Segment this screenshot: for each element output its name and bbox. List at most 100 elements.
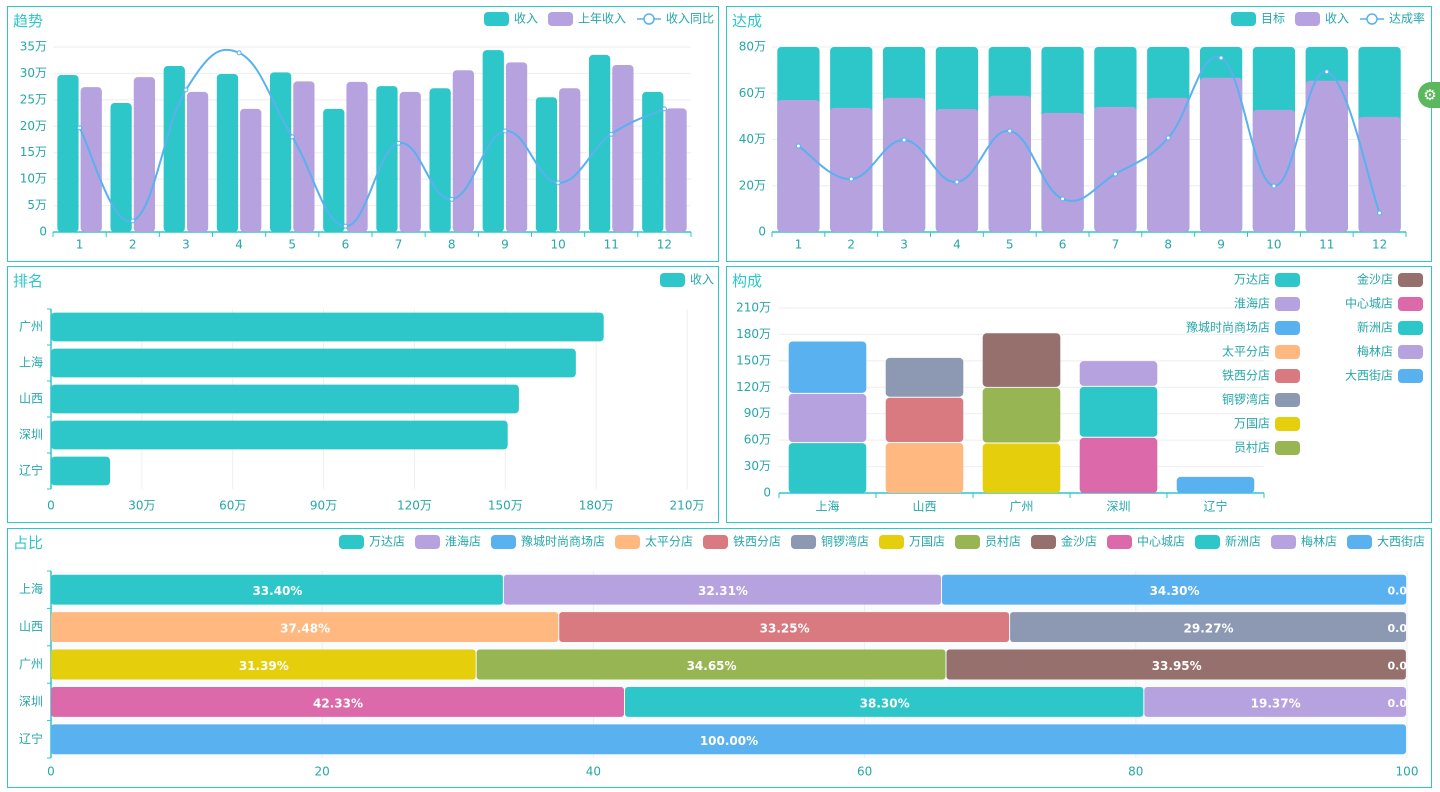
legend-swatch: [415, 535, 440, 549]
y-tick-label: 辽宁: [19, 731, 43, 746]
y-tick-label: 辽宁: [19, 463, 43, 478]
legend-swatch: [1231, 12, 1256, 26]
y-tick-label: 30万: [20, 66, 47, 80]
legend-label: 万达店: [369, 535, 405, 549]
x-tick-label: 11: [604, 238, 619, 252]
x-tick-label: 1: [795, 238, 803, 252]
legend-label: 豫城时尚商场店: [1186, 320, 1270, 335]
y-tick-label: 60万: [744, 433, 771, 447]
y-tick-label: 15万: [20, 145, 47, 159]
x-tick-label: 80: [1128, 765, 1143, 779]
bar-revenue: [482, 50, 504, 232]
legend-circle-icon: [643, 13, 655, 25]
stacked-bar-segment: [885, 397, 964, 442]
y-tick-label: 10万: [20, 172, 47, 186]
data-label: 42.33%: [313, 696, 363, 710]
line-point: [901, 137, 907, 143]
stacked-bar-segment: [51, 574, 503, 605]
x-tick-label: 深圳: [1106, 500, 1130, 514]
bar-last-year-revenue: [665, 108, 687, 232]
legend-swatch: [484, 12, 509, 26]
stacked-bar-segment: [946, 649, 1406, 680]
legend-label: 收入: [514, 12, 538, 26]
panel-title-trend: 趋势: [13, 12, 44, 30]
y-tick-label: 210万: [736, 301, 771, 315]
x-tick-label: 60: [857, 765, 872, 779]
data-label: 33.40%: [252, 584, 302, 598]
line-point: [236, 50, 242, 56]
legend-swatch: [1031, 535, 1056, 549]
bar-revenue: [163, 66, 185, 233]
bar-revenue: [269, 72, 292, 232]
line-point: [1112, 171, 1118, 177]
stacked-bar-segment: [1176, 476, 1255, 493]
legend-swatch: [1398, 345, 1423, 359]
stacked-bar-segment: [1079, 386, 1158, 437]
legend-label: 目标: [1261, 12, 1285, 26]
data-label: 38.30%: [860, 696, 910, 710]
x-tick-label: 3: [900, 238, 908, 252]
x-tick-label: 8: [1164, 238, 1172, 252]
data-label: 0.0: [1388, 660, 1408, 673]
data-label: 0.0: [1388, 697, 1408, 710]
stacked-bar-segment: [788, 443, 867, 493]
legend-label: 新洲店: [1225, 534, 1261, 549]
legend-swatch: [1398, 369, 1423, 383]
line-point: [342, 223, 348, 229]
settings-button[interactable]: ⚙: [1418, 82, 1440, 108]
legend-label: 收入同比: [666, 12, 714, 26]
data-label: 32.31%: [698, 584, 748, 598]
bar-last-year-revenue: [346, 81, 368, 232]
y-tick-label: 广州: [19, 657, 43, 671]
legend-label: 淮海店: [1234, 296, 1270, 311]
bar-last-year-revenue: [505, 62, 528, 233]
panel-title-achieve: 达成: [732, 12, 763, 30]
line-point: [848, 176, 854, 182]
legend-label: 太平分店: [1222, 344, 1270, 359]
stacked-bar-segment: [1010, 612, 1406, 643]
y-tick-label: 40万: [739, 132, 766, 146]
legend-label: 万达店: [1234, 273, 1270, 287]
line-point: [608, 131, 614, 137]
bar-revenue: [216, 73, 239, 232]
data-label: 37.48%: [280, 622, 330, 636]
bar-revenue: [1094, 106, 1137, 232]
stacked-bar-segment: [476, 649, 946, 680]
legend-swatch: [1398, 297, 1423, 311]
legend-swatch: [879, 535, 904, 549]
legend-swatch: [660, 273, 685, 287]
panel-title-share: 占比: [13, 534, 44, 552]
y-tick-label: 山西: [19, 620, 43, 634]
bar-last-year-revenue: [399, 91, 421, 232]
stacked-bar-segment: [51, 649, 476, 680]
x-tick-label: 8: [448, 238, 456, 252]
legend-label: 中心城店: [1345, 296, 1393, 311]
bar-revenue: [1252, 109, 1296, 232]
data-label: 0.0: [1388, 622, 1408, 635]
bar-revenue: [777, 99, 820, 232]
stacked-bar-segment: [982, 333, 1061, 387]
stacked-bar-segment: [788, 341, 867, 393]
bar-revenue: [51, 312, 604, 342]
legend-label: 豫城时尚商场店: [521, 534, 605, 549]
y-tick-label: 0: [39, 225, 47, 239]
panel-compose: 构成 0 30万 60万 90万 120万 150万 180万 210万 上海 山西 广州 深圳 辽宁 万…: [726, 266, 1432, 523]
legend-label: 铜锣湾店: [821, 534, 869, 549]
bar-revenue: [1147, 97, 1190, 232]
stacked-bar-segment: [51, 724, 1406, 755]
legend-swatch: [1271, 535, 1296, 549]
stacked-bar-segment: [559, 612, 1010, 643]
line-point: [1060, 196, 1066, 202]
bar-revenue: [1041, 112, 1084, 232]
legend-swatch: [1275, 369, 1300, 383]
stacked-bar-segment: [982, 443, 1061, 493]
bar-revenue: [429, 88, 451, 232]
y-tick-label: 上海: [19, 355, 43, 370]
y-tick-label: 上海: [19, 581, 43, 596]
x-tick-label: 山西: [912, 500, 936, 514]
bar-revenue: [51, 456, 111, 486]
bar-revenue: [1199, 77, 1243, 232]
